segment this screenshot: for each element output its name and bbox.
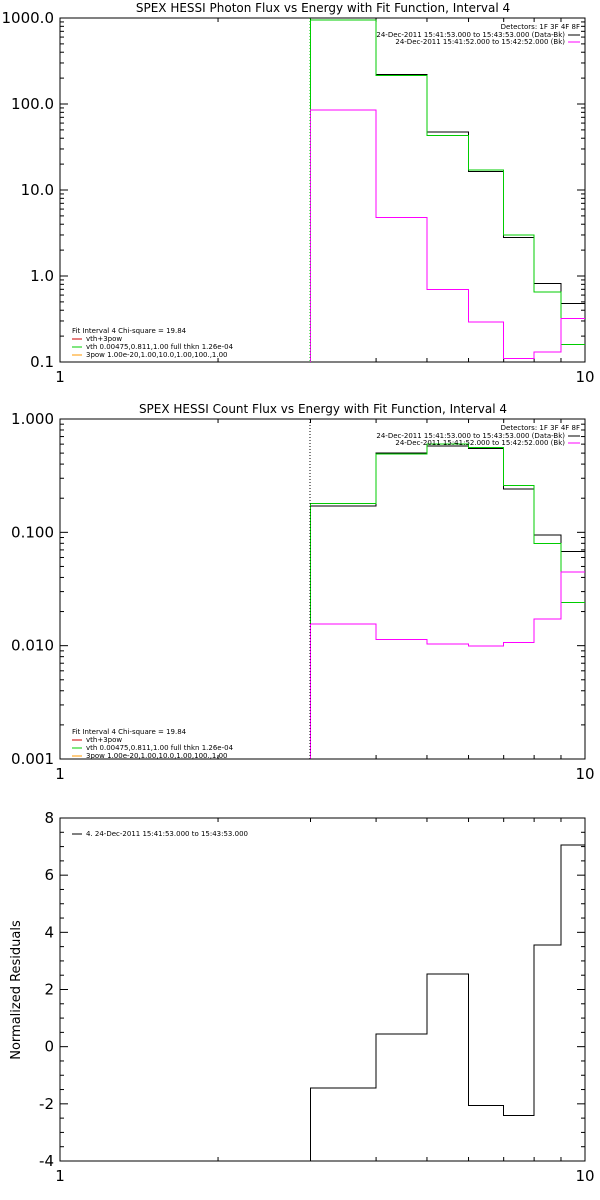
photon-flux-legend-entry: vth+3pow	[86, 335, 122, 343]
residuals-y-axis-label: Normalized Residuals	[9, 920, 24, 1060]
magenta-series-line	[309, 571, 585, 759]
y-tick-label: -4	[39, 1152, 54, 1170]
y-tick-label: 1000.0	[2, 9, 55, 27]
x-tick-label: 10	[575, 765, 594, 783]
y-tick-label: 1.0	[30, 267, 54, 285]
photon-flux-legend-entry: vth 0.00475,0.811,1.00 full thkn 1.26e-0…	[86, 343, 234, 351]
count-flux-title: SPEX HESSI Count Flux vs Energy with Fit…	[139, 402, 507, 416]
count-flux-lines	[309, 443, 585, 759]
residuals-legend: 4. 24-Dec-2011 15:41:53.000 to 15:43:53.…	[72, 830, 248, 838]
black-series-line	[309, 17, 585, 362]
photon-flux-legend-lower: Fit Interval 4 Chi-square = 19.84 vth+3p…	[72, 327, 234, 359]
count-flux-legend-lower: Fit Interval 4 Chi-square = 19.84 vth+3p…	[72, 728, 234, 760]
count-flux-legend-entry: 24-Dec-2011 15:41:53.000 to 15:43:53.000…	[376, 432, 565, 440]
black-series-line	[309, 445, 585, 759]
count-flux-legend-detectors: Detectors: 1F 3F 4F 8F	[501, 424, 580, 432]
photon-flux-title: SPEX HESSI Photon Flux vs Energy with Fi…	[136, 1, 510, 15]
photon-flux-legend-upper: Detectors: 1F 3F 4F 8F 24-Dec-2011 15:41…	[376, 23, 580, 46]
y-tick-label: -2	[39, 1095, 54, 1113]
y-tick-label: 10.0	[21, 181, 54, 199]
magenta-series-line	[309, 109, 585, 362]
y-tick-label: 6	[44, 866, 54, 884]
residuals-frame	[59, 817, 586, 1162]
count-flux-frame	[59, 418, 586, 760]
y-tick-label: 0	[44, 1038, 54, 1056]
green-series-line	[309, 19, 585, 362]
count-flux-legend-entry: 24-Dec-2011 15:41:52.000 to 15:42:52.000…	[395, 439, 565, 447]
y-tick-label: 1.000	[11, 410, 54, 428]
green-series-line	[309, 443, 585, 759]
photon-flux-panel: SPEX HESSI Photon Flux vs Energy with Fi…	[2, 1, 595, 386]
y-tick-label: 0.100	[11, 523, 54, 541]
count-flux-panel: SPEX HESSI Count Flux vs Energy with Fit…	[11, 402, 595, 783]
photon-flux-ticks: 1 10 0.1 1.0 10.0 100.0 1000.0	[2, 9, 595, 386]
y-tick-label: 2	[44, 981, 54, 999]
count-flux-legend-upper: Detectors: 1F 3F 4F 8F 24-Dec-2011 15:41…	[376, 424, 580, 447]
x-tick-label: 10	[575, 368, 594, 386]
count-flux-legend-header: Fit Interval 4 Chi-square = 19.84	[72, 728, 187, 736]
photon-flux-legend-entry: 24-Dec-2011 15:41:52.000 to 15:42:52.000…	[395, 38, 565, 46]
x-tick-label: 1	[55, 1167, 65, 1185]
photon-flux-legend-entry: 3pow 1.00e-20,1.00,10.0,1.00,100.,1.00	[86, 351, 228, 359]
count-flux-legend-entry: vth 0.00475,0.811,1.00 full thkn 1.26e-0…	[86, 744, 234, 752]
y-tick-label: 4	[44, 923, 54, 941]
photon-flux-legend-header: Fit Interval 4 Chi-square = 19.84	[72, 327, 187, 335]
residuals-ticks: 1 10 -4 -2 0 2 4 6 8	[39, 809, 595, 1185]
black-series-line	[309, 844, 585, 1161]
count-flux-legend-entry: 3pow 1.00e-20,1.00,10.0,1.00,100.,1.00	[86, 752, 228, 760]
residuals-legend-entry: 4. 24-Dec-2011 15:41:53.000 to 15:43:53.…	[86, 830, 248, 838]
count-flux-legend-entry: vth+3pow	[86, 736, 122, 744]
x-tick-label: 1	[55, 368, 65, 386]
y-tick-label: 100.0	[11, 95, 54, 113]
photon-flux-legend-entry: 24-Dec-2011 15:41:53.000 to 15:43:53.000…	[376, 31, 565, 39]
y-tick-label: 8	[44, 809, 54, 827]
y-tick-label: 0.001	[11, 750, 54, 768]
x-tick-label: 10	[575, 1167, 594, 1185]
count-flux-ticks: 1 10 0.001 0.010 0.100 1.000	[11, 410, 595, 783]
residuals-lines	[309, 844, 585, 1161]
photon-flux-frame	[59, 17, 586, 363]
photon-flux-lines	[309, 17, 585, 362]
y-tick-label: 0.010	[11, 637, 54, 655]
x-tick-label: 1	[55, 765, 65, 783]
residuals-panel: 1 10 -4 -2 0 2 4 6 8 Normalized Residuals 4. 24-…	[9, 809, 595, 1185]
photon-flux-legend-detectors: Detectors: 1F 3F 4F 8F	[501, 23, 580, 31]
y-tick-label: 0.1	[30, 353, 54, 371]
